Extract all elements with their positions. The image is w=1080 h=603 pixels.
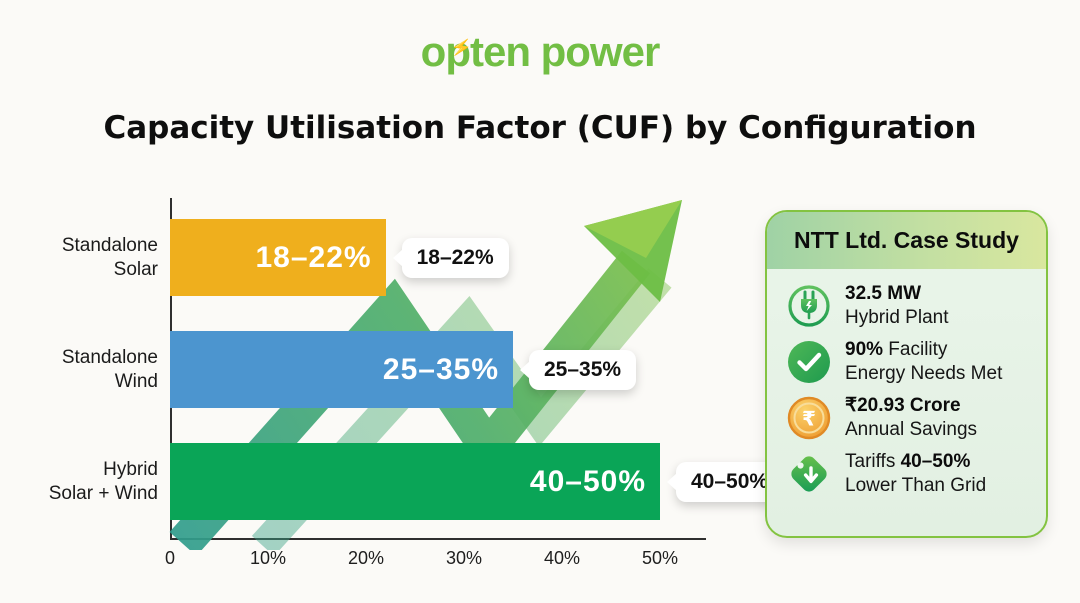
- case-study-header: NTT Ltd. Case Study: [767, 212, 1046, 269]
- x-axis-line: [170, 538, 706, 540]
- bar-row-standalone-solar: 18–22% 18–22%: [170, 219, 509, 296]
- bar-row-standalone-wind: 25–35% 25–35%: [170, 331, 637, 408]
- bar-row-hybrid: 40–50% 40–50%: [170, 443, 784, 520]
- callout-standalone-solar: 18–22%: [401, 237, 509, 278]
- case-study-item-text: 90% Facility Energy Needs Met: [845, 339, 1003, 384]
- case-study-body: 32.5 MW Hybrid Plant 90% Facility Energy…: [767, 269, 1046, 497]
- callout-hybrid: 40–50%: [676, 461, 784, 502]
- bar-standalone-solar: 18–22%: [170, 219, 386, 296]
- x-tick: 30%: [445, 548, 483, 568]
- bar-value-label: 18–22%: [255, 240, 372, 274]
- category-label-hybrid: Hybrid Solar + Wind: [48, 459, 158, 504]
- opten-power-logo: op ⚡ ten power: [0, 28, 1080, 76]
- bar-standalone-wind: 25–35%: [170, 331, 513, 408]
- x-tick: 0: [164, 548, 176, 568]
- case-study-item-text: ₹20.93 Crore Annual Savings: [845, 395, 978, 440]
- page-title: Capacity Utilisation Factor (CUF) by Con…: [103, 110, 977, 146]
- bar-hybrid: 40–50%: [170, 443, 660, 520]
- callout-standalone-wind: 25–35%: [529, 349, 637, 390]
- plug-icon: [787, 284, 831, 328]
- check-icon: [787, 340, 831, 384]
- logo-text-o: o: [420, 28, 447, 75]
- case-study-item-tariffs: Tariffs 40–50% Lower Than Grid: [787, 450, 1030, 497]
- x-axis-ticks: 0 10% 20% 30% 40% 50%: [165, 548, 678, 572]
- x-tick: 50%: [641, 548, 679, 568]
- logo-text-rest: ten power: [469, 28, 660, 75]
- category-label-standalone-solar: Standalone Solar: [61, 235, 158, 280]
- svg-text:₹: ₹: [802, 406, 816, 430]
- case-study-card: NTT Ltd. Case Study 32: [765, 210, 1048, 538]
- bar-value-label: 40–50%: [529, 464, 646, 498]
- case-study-item-text: 32.5 MW Hybrid Plant: [845, 283, 949, 328]
- category-label-standalone-wind: Standalone Wind: [61, 347, 158, 392]
- case-study-item-capacity: 32.5 MW Hybrid Plant: [787, 282, 1030, 329]
- x-tick: 20%: [347, 548, 385, 568]
- logo-letter-p: p ⚡: [445, 28, 473, 75]
- case-study-item-savings: ₹ ₹20.93 Crore Annual Savings: [787, 394, 1030, 441]
- x-tick: 40%: [543, 548, 581, 568]
- lightning-bolt-icon: ⚡: [450, 36, 473, 59]
- tag-down-icon: [787, 452, 831, 496]
- rupee-coin-icon: ₹: [787, 396, 831, 440]
- x-tick: 10%: [249, 548, 287, 568]
- bar-value-label: 25–35%: [382, 352, 499, 386]
- case-study-item-text: Tariffs 40–50% Lower Than Grid: [845, 451, 987, 496]
- case-study-item-energy: 90% Facility Energy Needs Met: [787, 338, 1030, 385]
